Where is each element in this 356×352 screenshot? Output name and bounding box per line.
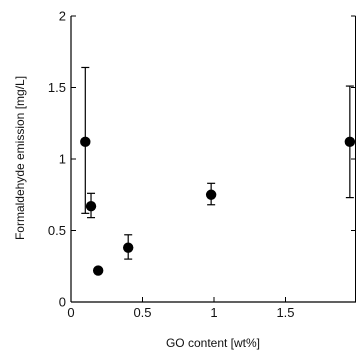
y-axis-title: Formaldehyde emission [mg/L] xyxy=(13,76,27,240)
x-tick-label: 1.5 xyxy=(276,305,294,320)
y-tick-label: 2 xyxy=(59,9,66,24)
y-tick-label: 0.5 xyxy=(48,223,66,238)
axes xyxy=(70,16,356,303)
tick-marks xyxy=(70,15,356,303)
data-point xyxy=(92,265,104,276)
x-tick-label: 1 xyxy=(210,305,217,320)
data-point xyxy=(80,136,91,148)
x-tick-label: 0 xyxy=(67,305,74,320)
data-point xyxy=(123,242,134,253)
y-tick-label: 1.5 xyxy=(48,80,66,95)
tick-labels: 0 0.5 1 1.5 0 0.5 1 1.5 2 xyxy=(48,9,295,321)
x-tick-label: 0.5 xyxy=(133,305,151,320)
data-point xyxy=(344,136,356,148)
y-tick-label: 1 xyxy=(59,152,66,167)
y-tick-label: 0 xyxy=(59,295,66,310)
error-bars xyxy=(81,66,354,260)
x-axis-title: GO content [wt%] xyxy=(166,336,260,350)
data-point xyxy=(205,189,217,200)
data-points xyxy=(80,136,356,276)
data-point xyxy=(85,200,97,212)
